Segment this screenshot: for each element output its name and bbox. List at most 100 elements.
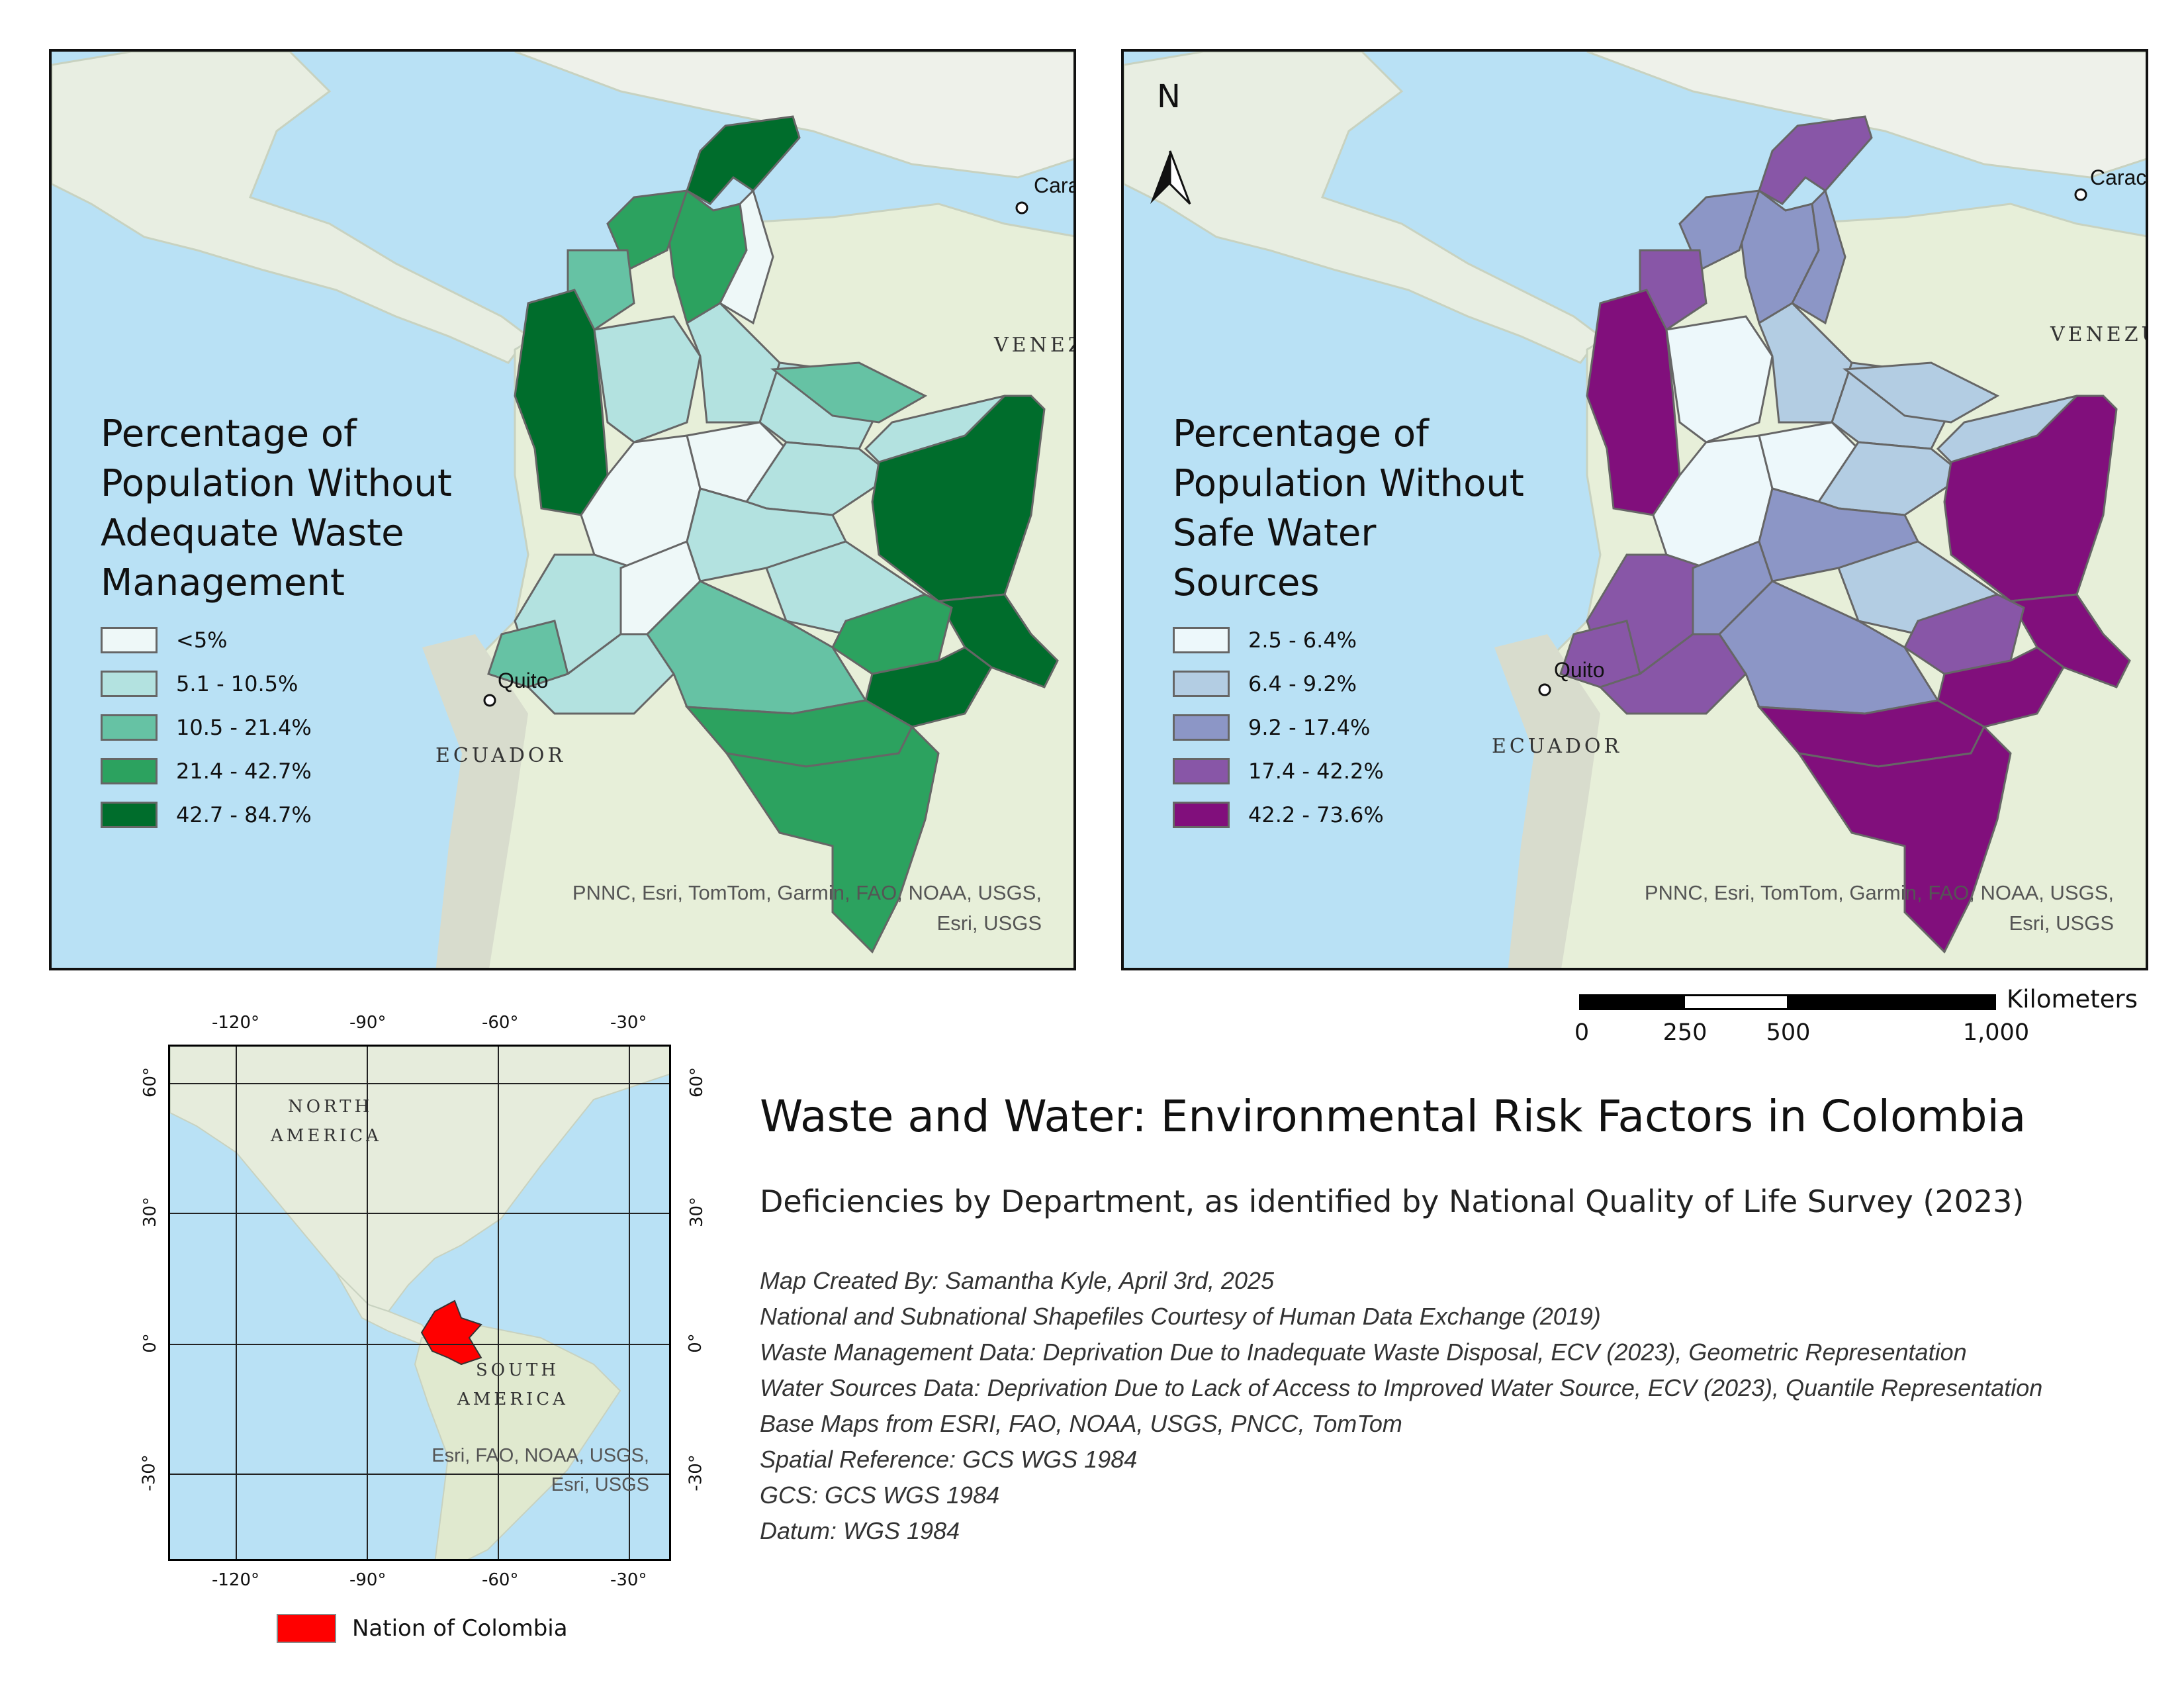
scale-bar: Kilometers 0 250 500 1,000 xyxy=(1574,985,2161,1050)
legend-label: 21.4 - 42.7% xyxy=(176,759,312,784)
water-departments xyxy=(1559,115,2131,954)
legend-label: 42.7 - 84.7% xyxy=(176,802,312,827)
note-line: Map Created By: Samantha Kyle, April 3rd… xyxy=(760,1267,1275,1294)
lon-label: -30° xyxy=(610,1570,647,1590)
waste-legend-item: 10.5 - 21.4% xyxy=(101,706,312,749)
scale-tick: 0 xyxy=(1574,1019,1590,1046)
lon-label: -60° xyxy=(482,1570,519,1590)
legend-swatch xyxy=(101,802,158,828)
lon-label: -120° xyxy=(212,1013,260,1033)
waste-legend: <5% 5.1 - 10.5% 10.5 - 21.4% 21.4 - 42.7… xyxy=(101,618,312,837)
note-line: Water Sources Data: Deprivation Due to L… xyxy=(760,1374,2043,1401)
waste-map-credit: PNNC, Esri, TomTom, Garmin, FAO, NOAA, U… xyxy=(572,878,1042,939)
note-line: Datum: WGS 1984 xyxy=(760,1517,960,1544)
lat-label: 0° xyxy=(140,1333,160,1353)
north-arrow-icon xyxy=(1150,150,1191,205)
caracas-label: Cara xyxy=(1034,173,1076,197)
venezuela-label: VENEZU xyxy=(2050,323,2146,346)
legend-swatch xyxy=(1173,758,1230,784)
page-title: Waste and Water: Environmental Risk Fact… xyxy=(760,1091,2026,1142)
waste-legend-item: 5.1 - 10.5% xyxy=(101,662,312,706)
legend-label: 42.2 - 73.6% xyxy=(1248,802,1384,827)
lat-label: 60° xyxy=(140,1066,161,1098)
legend-label: 17.4 - 42.2% xyxy=(1248,759,1384,784)
scale-segment xyxy=(1787,994,1996,1010)
lon-label: -30° xyxy=(610,1013,647,1033)
note-line: National and Subnational Shapefiles Cour… xyxy=(760,1303,1601,1330)
scale-tick: 500 xyxy=(1766,1019,1811,1046)
legend-swatch xyxy=(1173,671,1230,697)
lat-label: -30° xyxy=(139,1454,159,1491)
lon-label: -90° xyxy=(349,1013,387,1033)
legend-label: 6.4 - 9.2% xyxy=(1248,671,1357,696)
legend-swatch xyxy=(101,714,158,741)
credit-line: Esri, FAO, NOAA, USGS, xyxy=(432,1445,649,1466)
waste-legend-item: 42.7 - 84.7% xyxy=(101,793,312,837)
water-legend-title: Percentage of Population Without Safe Wa… xyxy=(1173,412,1524,604)
water-legend: 2.5 - 6.4% 6.4 - 9.2% 9.2 - 17.4% 17.4 -… xyxy=(1173,618,1384,837)
lon-label: -120° xyxy=(212,1570,260,1590)
waste-basemap xyxy=(52,52,1073,968)
legend-label: 2.5 - 6.4% xyxy=(1248,628,1357,653)
note-line: Base Maps from ESRI, FAO, NOAA, USGS, PN… xyxy=(760,1410,1402,1437)
water-basemap xyxy=(1124,52,2146,968)
colombia-swatch xyxy=(277,1614,336,1643)
north-america-label-2: AMERICA xyxy=(271,1126,382,1146)
waste-departments xyxy=(487,115,1059,954)
credit-line: Esri, USGS xyxy=(936,912,1042,935)
south-america-label-1: SOUTH xyxy=(476,1360,560,1380)
quito-label: Quito xyxy=(498,669,549,692)
credit-line: PNNC, Esri, TomTom, Garmin, FAO, NOAA, U… xyxy=(572,881,1042,904)
credit-line: Esri, USGS xyxy=(551,1474,649,1495)
legend-swatch xyxy=(1173,627,1230,653)
lat-label: 30° xyxy=(687,1196,707,1228)
north-label: N xyxy=(1157,78,1181,115)
credit-line: Esri, USGS xyxy=(2009,912,2114,935)
legend-label: <5% xyxy=(176,628,228,653)
water-legend-item: 6.4 - 9.2% xyxy=(1173,662,1384,706)
water-legend-item: 9.2 - 17.4% xyxy=(1173,706,1384,749)
scale-segment xyxy=(1579,994,1685,1010)
lat-label: 60° xyxy=(687,1066,707,1098)
legend-swatch xyxy=(1173,802,1230,828)
inset-legend: Nation of Colombia xyxy=(277,1614,568,1643)
lon-label: -90° xyxy=(349,1570,387,1590)
waste-legend-title: Percentage of Population Without Adequat… xyxy=(101,412,452,604)
legend-label: 9.2 - 17.4% xyxy=(1248,715,1371,740)
note-line: GCS: GCS WGS 1984 xyxy=(760,1481,1000,1509)
water-legend-item: 42.2 - 73.6% xyxy=(1173,793,1384,837)
scale-unit: Kilometers xyxy=(2007,985,2138,1013)
lat-label: 30° xyxy=(140,1196,161,1228)
legend-swatch xyxy=(101,627,158,653)
legend-swatch xyxy=(101,671,158,697)
water-map[interactable]: N Carac VENEZU Quito ECUADOR Percentage … xyxy=(1121,49,2148,970)
caracas-label: Carac xyxy=(2090,165,2147,189)
locator-inset: -120° -90° -60° -30° -120° -90° -60° -30… xyxy=(0,1006,707,1668)
waste-legend-item: <5% xyxy=(101,618,312,662)
inset-map-frame: NORTH AMERICA SOUTH AMERICA Esri, FAO, N… xyxy=(168,1045,671,1561)
waste-map[interactable]: Cara VENEZ Quito ECUADOR Percentage of P… xyxy=(49,49,1076,970)
ecuador-label: ECUADOR xyxy=(1492,735,1623,758)
waste-legend-item: 21.4 - 42.7% xyxy=(101,749,312,793)
scale-segment xyxy=(1683,994,1789,1010)
venezuela-label: VENEZ xyxy=(994,334,1076,357)
legend-swatch xyxy=(101,758,158,784)
legend-label: 10.5 - 21.4% xyxy=(176,715,312,740)
water-map-credit: PNNC, Esri, TomTom, Garmin, FAO, NOAA, U… xyxy=(1645,878,2114,939)
north-america-label-1: NORTH xyxy=(288,1097,373,1117)
lat-label: 0° xyxy=(685,1333,705,1353)
lon-label: -60° xyxy=(482,1013,519,1033)
map-notes: Map Created By: Samantha Kyle, April 3rd… xyxy=(760,1263,2042,1549)
water-legend-item: 17.4 - 42.2% xyxy=(1173,749,1384,793)
credit-line: PNNC, Esri, TomTom, Garmin, FAO, NOAA, U… xyxy=(1644,881,2114,904)
inset-basemap xyxy=(170,1047,669,1559)
note-line: Spatial Reference: GCS WGS 1984 xyxy=(760,1446,1138,1473)
inset-credit: Esri, FAO, NOAA, USGS, Esri, USGS xyxy=(432,1441,649,1499)
legend-swatch xyxy=(1173,714,1230,741)
south-america-label-2: AMERICA xyxy=(457,1389,569,1409)
note-line: Waste Management Data: Deprivation Due t… xyxy=(760,1338,1967,1366)
scale-tick: 1,000 xyxy=(1962,1019,2030,1046)
legend-label: 5.1 - 10.5% xyxy=(176,671,298,696)
scale-tick: 250 xyxy=(1662,1019,1707,1046)
water-legend-item: 2.5 - 6.4% xyxy=(1173,618,1384,662)
